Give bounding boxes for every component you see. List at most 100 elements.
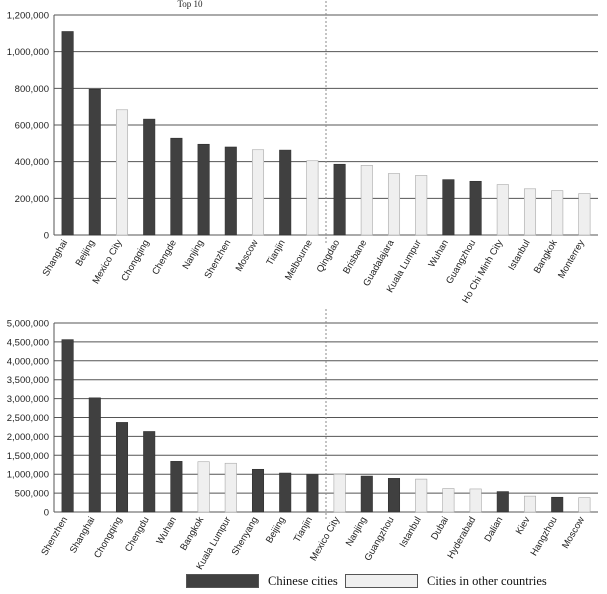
chart2-bar xyxy=(442,488,455,513)
chart1-bar xyxy=(251,149,265,236)
chart2-y-tick-label: 3,000,000 xyxy=(7,394,49,405)
chart2-bar xyxy=(551,496,564,513)
chart2-y-tick-label: 3,500,000 xyxy=(7,375,49,386)
chart2-category-label: Dalian xyxy=(482,515,505,544)
chart1-bar xyxy=(496,184,509,236)
legend-swatch-chinese xyxy=(186,574,259,588)
chart2-category-label: Chongqing xyxy=(92,515,125,560)
chart2-category-label: Hyderabad xyxy=(445,515,478,561)
chart2-category-label: Istanbul xyxy=(398,515,424,549)
chart2-bar xyxy=(578,497,591,513)
chart2-category-label: Shenzhen xyxy=(39,515,70,558)
chart2-bar xyxy=(197,461,210,513)
chart1-bar xyxy=(578,193,591,236)
chart1-annotation: Top 10 xyxy=(177,0,203,9)
chart2-category-label: Moscow xyxy=(560,515,587,551)
chart1-bar xyxy=(469,180,482,236)
chart1-bar xyxy=(88,88,101,236)
chart1-bar xyxy=(224,146,237,236)
chart1-category-label: Monterrey xyxy=(556,238,587,281)
chart1-category-label: Wuhan xyxy=(427,238,451,269)
chart1-category-label: Nanjing xyxy=(181,238,207,271)
chart2-category-label: Kiev xyxy=(514,515,533,537)
chart1-category-label: Qingdao xyxy=(315,238,342,275)
chart1-y-tick-label: 400,000 xyxy=(15,157,49,168)
chart2-bar xyxy=(251,468,265,513)
chart1-category-label: Shenzhen xyxy=(202,238,233,281)
chart2-bar xyxy=(306,474,319,513)
chart2-y-tick-label: 5,000,000 xyxy=(7,319,49,330)
chart2-bar xyxy=(115,422,129,513)
chart2-y-tick-label: 500,000 xyxy=(15,489,49,500)
chart2-y-tick-label: 1,000,000 xyxy=(7,470,49,481)
chart1-category-label: Istanbul xyxy=(506,238,532,272)
chart2-bar xyxy=(387,478,401,513)
chart1-bar xyxy=(61,31,74,236)
chart1-category-label: Tianjin xyxy=(264,238,287,267)
chart1-bar xyxy=(197,143,210,236)
chart1-y-tick-label: 1,000,000 xyxy=(7,47,49,58)
chart1-y-tick-label: 1,200,000 xyxy=(7,11,49,22)
chart2-category-label: Beijing xyxy=(264,515,288,545)
chart1-category-label: Melbourne xyxy=(283,238,315,282)
chart2-category-label: Shanghai xyxy=(68,515,98,555)
chart2-category-label: Tianjin xyxy=(292,515,315,544)
chart1-bar xyxy=(279,149,292,236)
chart2-y-tick-label: 1,500,000 xyxy=(7,451,49,462)
chart1-bar xyxy=(415,175,428,236)
chart2-y-tick-label: 4,000,000 xyxy=(7,356,49,367)
chart1-category-label: Beijing xyxy=(74,238,98,268)
chart1-bar xyxy=(523,188,537,236)
chart1-bar xyxy=(387,173,401,236)
chart2-y-tick-label: 2,500,000 xyxy=(7,413,49,424)
chart2-bar xyxy=(415,478,428,513)
chart1-bar xyxy=(115,109,129,236)
chart1-bar xyxy=(143,118,156,236)
legend-label-chinese: Chinese cities xyxy=(268,573,338,588)
chart2-bar xyxy=(61,339,74,513)
chart1-category-label: Moscow xyxy=(234,238,261,274)
chart2-category-label: Wuhan xyxy=(155,515,179,546)
chart2-bar xyxy=(88,397,101,513)
chart2-bar xyxy=(170,461,183,513)
chart1-y-tick-label: 200,000 xyxy=(15,194,49,205)
legend-item-chinese: Chinese cities xyxy=(186,570,338,592)
chart2-bar xyxy=(333,473,346,513)
legend: Chinese cities Cities in other countries xyxy=(0,570,607,592)
legend-item-other: Cities in other countries xyxy=(345,570,547,592)
chart2-category-label: Bangkok xyxy=(178,515,206,553)
chart1-y-tick-label: 600,000 xyxy=(15,121,49,132)
chart2-bar xyxy=(496,491,509,513)
chart2-category-label: Nanjing xyxy=(344,515,370,548)
chart1-category-label: Chongqing xyxy=(119,238,152,283)
chart1-y-tick-label: 800,000 xyxy=(15,84,49,95)
chart1-bar xyxy=(551,190,564,236)
chart1-bar xyxy=(360,165,373,236)
chart1-category-label: Brisbane xyxy=(341,238,369,276)
chart2-y-tick-label: 0 xyxy=(44,508,49,519)
chart2-bar xyxy=(279,472,292,513)
legend-label-other: Cities in other countries xyxy=(427,573,547,588)
chart2-category-label: Hangzhou xyxy=(529,515,560,558)
chart2-bar xyxy=(360,475,373,513)
chart2-bar xyxy=(469,488,482,513)
chart2-category-label: Dubai xyxy=(429,515,451,542)
chart1-category-label: Chengde xyxy=(150,238,179,277)
chart1-bar xyxy=(333,163,346,236)
chart2-category-label: Chengdu xyxy=(123,515,152,554)
chart1-category-label: Shanghai xyxy=(41,238,71,278)
chart1-bar xyxy=(306,160,319,236)
chart2-bar xyxy=(224,462,237,513)
chart2-bar xyxy=(523,495,537,513)
chart2-category-label: Shenyang xyxy=(230,515,261,558)
chart1-y-tick-label: 0 xyxy=(44,231,49,242)
legend-swatch-other xyxy=(345,574,418,588)
chart2-y-tick-label: 2,000,000 xyxy=(7,432,49,443)
chart1-bar xyxy=(170,137,183,236)
chart1-bar xyxy=(442,179,455,236)
chart2-y-tick-label: 4,500,000 xyxy=(7,337,49,348)
chart1-category-label: Bangkok xyxy=(532,238,560,276)
chart2-bar xyxy=(143,431,156,513)
